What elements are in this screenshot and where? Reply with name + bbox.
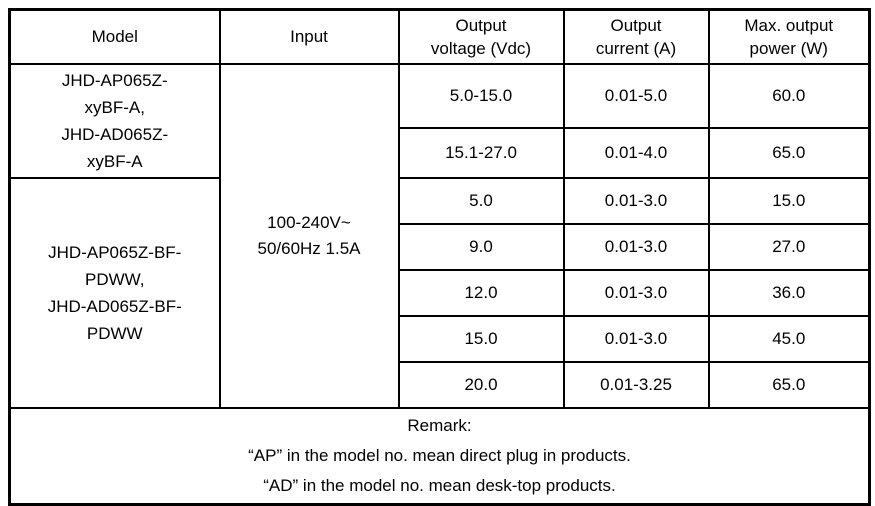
input-spec-cell: 100-240V~ 50/60Hz 1.5A — [218, 62, 400, 409]
table-row: 9.0 0.01-3.0 27.0 — [10, 222, 871, 271]
column-header-output-voltage: Output voltage (Vdc) — [397, 8, 565, 65]
model-group-cell-2: JHD-AP065Z-BF- PDWW, JHD-AD065Z-BF- PDWW — [8, 176, 221, 409]
output-current-cell: 0.01-3.0 — [562, 222, 710, 271]
output-voltage-cell: 20.0 — [397, 360, 565, 409]
output-current-cell: 0.01-3.0 — [562, 314, 710, 363]
column-header-input: Input — [218, 8, 400, 65]
max-power-cell: 45.0 — [707, 314, 871, 363]
max-power-cell: 60.0 — [707, 62, 871, 130]
output-voltage-cell: 15.1-27.0 — [397, 127, 565, 179]
column-header-max-output-power: Max. output power (W) — [707, 8, 871, 65]
max-power-cell: 36.0 — [707, 268, 871, 317]
column-header-output-current: Output current (A) — [562, 8, 710, 65]
max-power-cell: 27.0 — [707, 222, 871, 271]
output-current-cell: 0.01-5.0 — [562, 62, 710, 130]
table-row: 12.0 0.01-3.0 36.0 — [10, 268, 871, 317]
output-voltage-cell: 12.0 — [397, 268, 565, 317]
table-row: 20.0 0.01-3.25 65.0 — [10, 360, 871, 409]
output-voltage-cell: 15.0 — [397, 314, 565, 363]
output-voltage-cell: 5.0 — [397, 176, 565, 225]
max-power-cell: 65.0 — [707, 360, 871, 409]
table-row: 15.0 0.01-3.0 45.0 — [10, 314, 871, 363]
remark-cell: Remark: “AP” in the model no. mean direc… — [8, 406, 871, 505]
table-row: 15.1-27.0 0.01-4.0 65.0 — [10, 127, 871, 179]
header-row: Model Input Output voltage (Vdc) Output … — [8, 8, 871, 65]
model-group-cell-1: JHD-AP065Z- xyBF-A, JHD-AD065Z- xyBF-A — [8, 62, 221, 179]
output-current-cell: 0.01-4.0 — [562, 127, 710, 179]
output-current-cell: 0.01-3.0 — [562, 176, 710, 225]
output-voltage-cell: 5.0-15.0 — [397, 62, 565, 130]
max-power-cell: 15.0 — [707, 176, 871, 225]
table-row: JHD-AP065Z-BF- PDWW, JHD-AD065Z-BF- PDWW… — [8, 176, 871, 409]
table-row: JHD-AP065Z- xyBF-A, JHD-AD065Z- xyBF-A 1… — [8, 62, 871, 409]
output-current-cell: 0.01-3.0 — [562, 268, 710, 317]
output-current-cell: 0.01-3.25 — [562, 360, 710, 409]
max-power-cell: 65.0 — [707, 127, 871, 179]
remark-row: Remark: “AP” in the model no. mean direc… — [8, 406, 871, 505]
spec-table: Model Input Output voltage (Vdc) Output … — [8, 8, 871, 506]
column-header-model: Model — [8, 8, 221, 65]
output-voltage-cell: 9.0 — [397, 222, 565, 271]
